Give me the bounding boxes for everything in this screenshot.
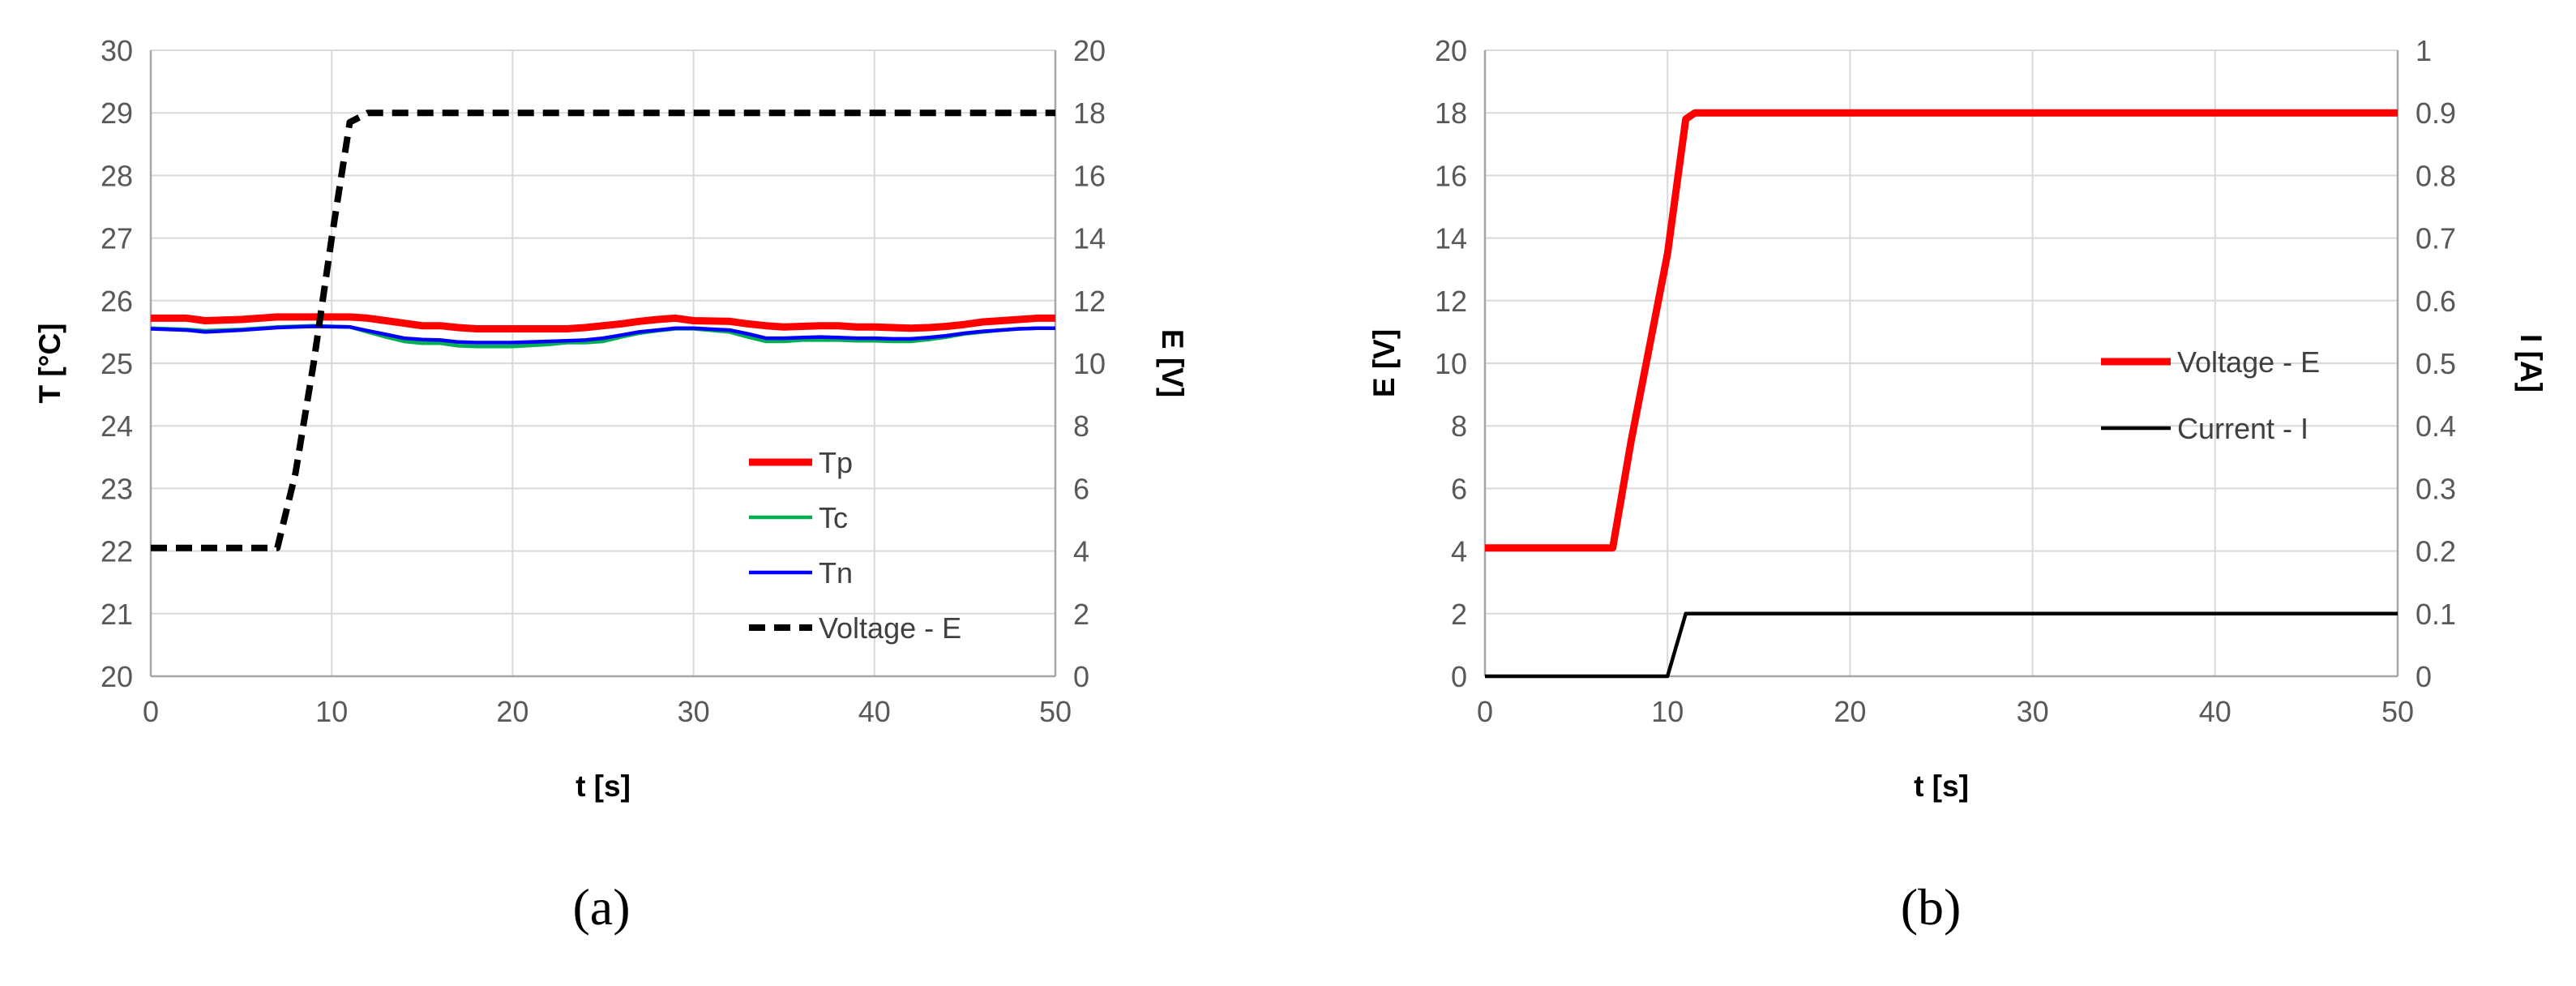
y-left-tick-label: 0: [1451, 660, 1467, 693]
y-left-tick-label: 10: [1435, 347, 1467, 380]
series-line-voltage-e: [151, 109, 1055, 551]
y-axis-left-title: E [V]: [1367, 329, 1401, 397]
y-right-tick-label: 0.1: [2416, 598, 2456, 631]
y-left-tick-label: 22: [101, 535, 133, 568]
y-left-tick-label: 8: [1451, 409, 1467, 443]
x-tick-label: 10: [1651, 695, 1684, 728]
y-left-tick-label: 4: [1451, 535, 1467, 568]
x-tick-label: 40: [858, 695, 891, 728]
series-line-tp: [151, 313, 1055, 332]
x-tick-label: 0: [143, 695, 159, 728]
y-left-tick-label: 14: [1435, 222, 1467, 255]
legend-label: Current - I: [2177, 412, 2309, 445]
y-right-tick-label: 6: [1073, 472, 1089, 505]
x-tick-label: 50: [1039, 695, 1072, 728]
y-axis-right-title: E [V]: [1156, 329, 1189, 397]
legend-label: Voltage - E: [2177, 345, 2320, 379]
x-axis-title: t [s]: [1914, 770, 1969, 803]
legend: Voltage - E Current - I: [2101, 345, 2320, 445]
y-right-tick-label: 10: [1073, 347, 1106, 380]
y-right-tick-label: 18: [1073, 96, 1106, 130]
x-tick-label: 30: [678, 695, 710, 728]
series-line-tn: [150, 324, 1055, 345]
x-tick-label: 20: [496, 695, 528, 728]
legend-label: Tc: [819, 501, 848, 534]
y-left-tick-label: 30: [101, 34, 133, 67]
y-right-tick-label: 16: [1073, 159, 1106, 192]
x-tick-label: 0: [1477, 695, 1493, 728]
series-line-voltage-e: [1485, 109, 2398, 552]
y-right-tick-label: 0.3: [2416, 472, 2456, 505]
y-left-tick-label: 20: [1435, 34, 1467, 67]
y-left-tick-label: 26: [101, 285, 133, 318]
y-left-tick-label: 6: [1451, 472, 1467, 505]
y-right-tick-label: 1: [2416, 34, 2432, 67]
chart-a: 0 10 20 30 40 5020212223242526272829300246810…: [33, 34, 1189, 936]
y-right-tick-label: 4: [1073, 535, 1089, 568]
y-right-tick-label: 0: [1073, 660, 1089, 693]
y-left-tick-label: 24: [101, 409, 133, 443]
y-left-tick-label: 23: [101, 472, 133, 505]
x-axis-title: t [s]: [576, 770, 631, 803]
y-right-tick-label: 8: [1073, 409, 1089, 443]
y-left-tick-label: 29: [101, 96, 133, 130]
y-right-tick-label: 14: [1073, 222, 1106, 255]
x-tick-label: 30: [2017, 695, 2049, 728]
chart-b: 0 10 20 30 40 500246810121416182000.10.20.30.…: [1367, 34, 2548, 936]
x-tick-label: 10: [315, 695, 348, 728]
y-right-tick-label: 0: [2416, 660, 2432, 693]
y-left-tick-label: 25: [101, 347, 133, 380]
y-right-tick-label: 12: [1073, 285, 1106, 318]
x-tick-label: 20: [1834, 695, 1866, 728]
legend-label: Voltage - E: [819, 611, 961, 645]
y-right-tick-label: 0.2: [2416, 535, 2456, 568]
y-right-tick-label: 0.7: [2416, 222, 2456, 255]
y-left-tick-label: 27: [101, 222, 133, 255]
y-right-tick-label: 0.8: [2416, 159, 2456, 192]
x-tick-label: 40: [2199, 695, 2232, 728]
y-left-tick-label: 12: [1435, 285, 1467, 318]
panel-label: (b): [1901, 878, 1962, 936]
y-axis-left-title: T [°C]: [33, 323, 66, 403]
y-left-tick-label: 16: [1435, 159, 1467, 192]
y-right-tick-label: 2: [1073, 598, 1089, 631]
legend-label: Tp: [819, 446, 853, 479]
y-right-tick-label: 20: [1073, 34, 1106, 67]
y-axis-right-title: I [A]: [2514, 334, 2548, 392]
y-right-tick-label: 0.4: [2416, 409, 2456, 443]
y-left-tick-label: 20: [101, 660, 133, 693]
y-left-tick-label: 18: [1435, 96, 1467, 130]
legend-label: Tn: [819, 556, 853, 589]
y-right-tick-label: 0.5: [2416, 347, 2456, 380]
x-tick-label: 50: [2381, 695, 2414, 728]
y-right-tick-label: 0.9: [2416, 96, 2456, 130]
y-left-tick-label: 28: [101, 159, 133, 192]
y-left-tick-label: 21: [101, 598, 133, 631]
legend: Tp Tc Tn Voltage - E: [749, 446, 961, 645]
y-right-tick-label: 0.6: [2416, 285, 2456, 318]
series-line-current-i: [1485, 611, 2398, 679]
panel-label: (a): [572, 878, 630, 936]
y-left-tick-label: 2: [1451, 598, 1467, 631]
